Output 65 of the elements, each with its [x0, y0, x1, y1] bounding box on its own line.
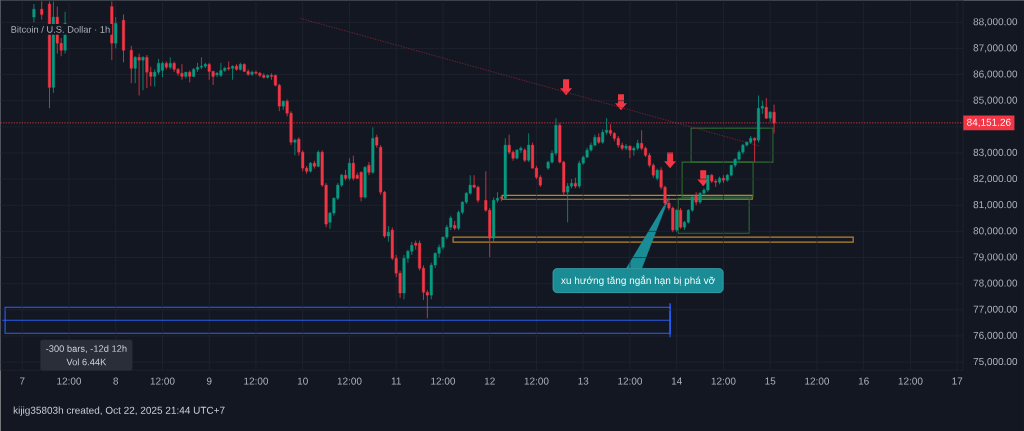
x-tick-label: 12:00	[337, 377, 362, 385]
y-tick-label: 78,000.00	[973, 279, 1018, 288]
y-tick-label: 82,000.00	[973, 174, 1018, 184]
x-tick-label: 12:00	[57, 377, 82, 385]
candlestick	[145, 54, 149, 89]
x-tick-label: 12:00	[244, 377, 269, 385]
candlestick	[32, 3, 36, 23]
y-tick-label: 75,000.00	[973, 357, 1018, 367]
x-tick-label: 12	[484, 377, 495, 385]
candlestick	[753, 136, 757, 163]
x-tick-label: 16	[858, 377, 869, 385]
x-tick-label: 12:00	[431, 377, 456, 385]
candlestick	[40, 0, 44, 20]
x-tick-label: 11	[391, 377, 401, 385]
candlestick	[527, 132, 531, 163]
y-tick-label: 83,000.00	[973, 148, 1018, 158]
x-tick-label: 15	[765, 377, 776, 385]
y-tick-label: 79,000.00	[973, 253, 1018, 262]
x-tick-label: 12:00	[805, 377, 830, 385]
y-tick-label: 76,000.00	[973, 331, 1018, 340]
y-tick-label: 80,000.00	[973, 227, 1018, 236]
candlestick	[215, 71, 219, 78]
text: Bitcoin / U.S. Dollar · 1h	[11, 25, 110, 33]
y-tick-label: 77,000.00	[973, 305, 1018, 314]
candlestick	[566, 182, 570, 223]
annotation: xu hướng tăng ngắn hạn bị phá vỡ	[561, 275, 715, 286]
y-tick-label: 88,000.00	[973, 18, 1018, 27]
candlestick	[764, 97, 768, 120]
x-tick-label: 12:00	[711, 377, 736, 385]
x-tick-label: 10	[297, 377, 308, 385]
x-tick-label: 7	[19, 377, 25, 385]
x-tick-label: 13	[578, 377, 589, 385]
candlestick	[628, 144, 632, 159]
text: kijig35803h created, Oct 22, 2025 21:44 UTC+7	[13, 406, 225, 416]
candlestick	[180, 63, 184, 81]
candlestick	[351, 155, 355, 181]
candlestick	[258, 71, 262, 78]
candlestick	[624, 143, 628, 151]
candlestick	[129, 45, 133, 84]
candlestick	[199, 56, 203, 70]
y-tick-label: 87,000.00	[973, 44, 1018, 53]
ref-line-label: 84,151.26	[967, 118, 1011, 127]
candlestick	[133, 55, 137, 84]
x-tick-label: 14	[671, 377, 682, 385]
candlestick	[141, 55, 145, 91]
x-tick-label: 12:00	[524, 377, 549, 385]
x-tick-label: 17	[952, 377, 963, 385]
x-tick-label: 9	[206, 377, 212, 385]
x-tick-label: 8	[113, 377, 119, 385]
x-tick-label: 12:00	[150, 377, 175, 385]
y-tick-label: 85,000.00	[973, 96, 1018, 105]
annotation: Vol 6.44K	[66, 358, 107, 366]
x-tick-label: 12:00	[898, 377, 923, 385]
candlestick	[227, 61, 231, 71]
annotation: -300 bars, -12d 12h	[46, 345, 127, 353]
y-tick-label: 86,000.00	[973, 70, 1018, 79]
candlestick	[293, 138, 297, 156]
candlestick	[250, 70, 254, 77]
candlestick	[367, 161, 371, 176]
candlestick	[219, 62, 223, 78]
candlestick	[114, 16, 118, 49]
y-tick-label: 81,000.00	[973, 201, 1018, 210]
x-tick-label: 12:00	[618, 377, 643, 385]
candlestick	[675, 208, 679, 233]
candlestick	[137, 53, 141, 96]
